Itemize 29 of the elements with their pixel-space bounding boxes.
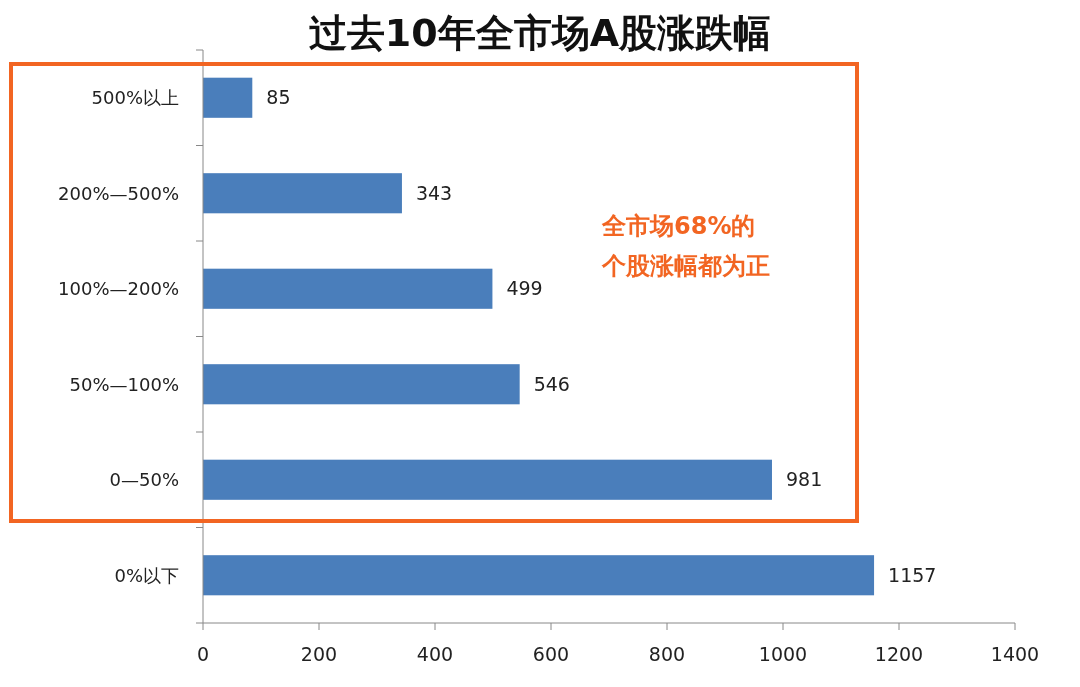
bar <box>203 268 493 309</box>
y-tick-label: 100%—200% <box>58 278 179 300</box>
data-label: 85 <box>266 86 291 109</box>
y-tick-label: 0%以下 <box>114 564 179 586</box>
data-label: 499 <box>506 277 543 300</box>
chart-title: 过去10年全市场A股涨跌幅 <box>308 11 772 55</box>
x-tick-label: 800 <box>648 643 686 665</box>
data-label: 981 <box>785 468 823 491</box>
data-label: 546 <box>533 372 570 395</box>
x-tick-label: 1400 <box>990 643 1040 665</box>
annotation: 全市场68%的 <box>601 212 756 240</box>
x-tick-label: 600 <box>532 643 570 665</box>
x-tick-label: 200 <box>300 643 338 665</box>
bar <box>203 173 402 214</box>
y-tick-label: 500%以上 <box>91 87 179 109</box>
annotation: 个股涨幅都为正 <box>601 252 770 280</box>
data-label: 343 <box>415 181 453 204</box>
x-tick-label: 0 <box>196 643 210 665</box>
y-tick-label: 200%—500% <box>58 182 179 204</box>
x-tick-label: 400 <box>416 643 454 665</box>
y-tick-label: 50%—100% <box>69 373 179 395</box>
x-tick-label: 1200 <box>874 643 924 665</box>
bar <box>203 555 875 596</box>
bar <box>203 364 520 405</box>
x-tick-label: 1000 <box>758 643 808 665</box>
bar <box>203 459 772 500</box>
y-tick-label: 0—50% <box>109 469 179 491</box>
data-label: 1157 <box>888 563 937 586</box>
bar <box>203 77 253 118</box>
